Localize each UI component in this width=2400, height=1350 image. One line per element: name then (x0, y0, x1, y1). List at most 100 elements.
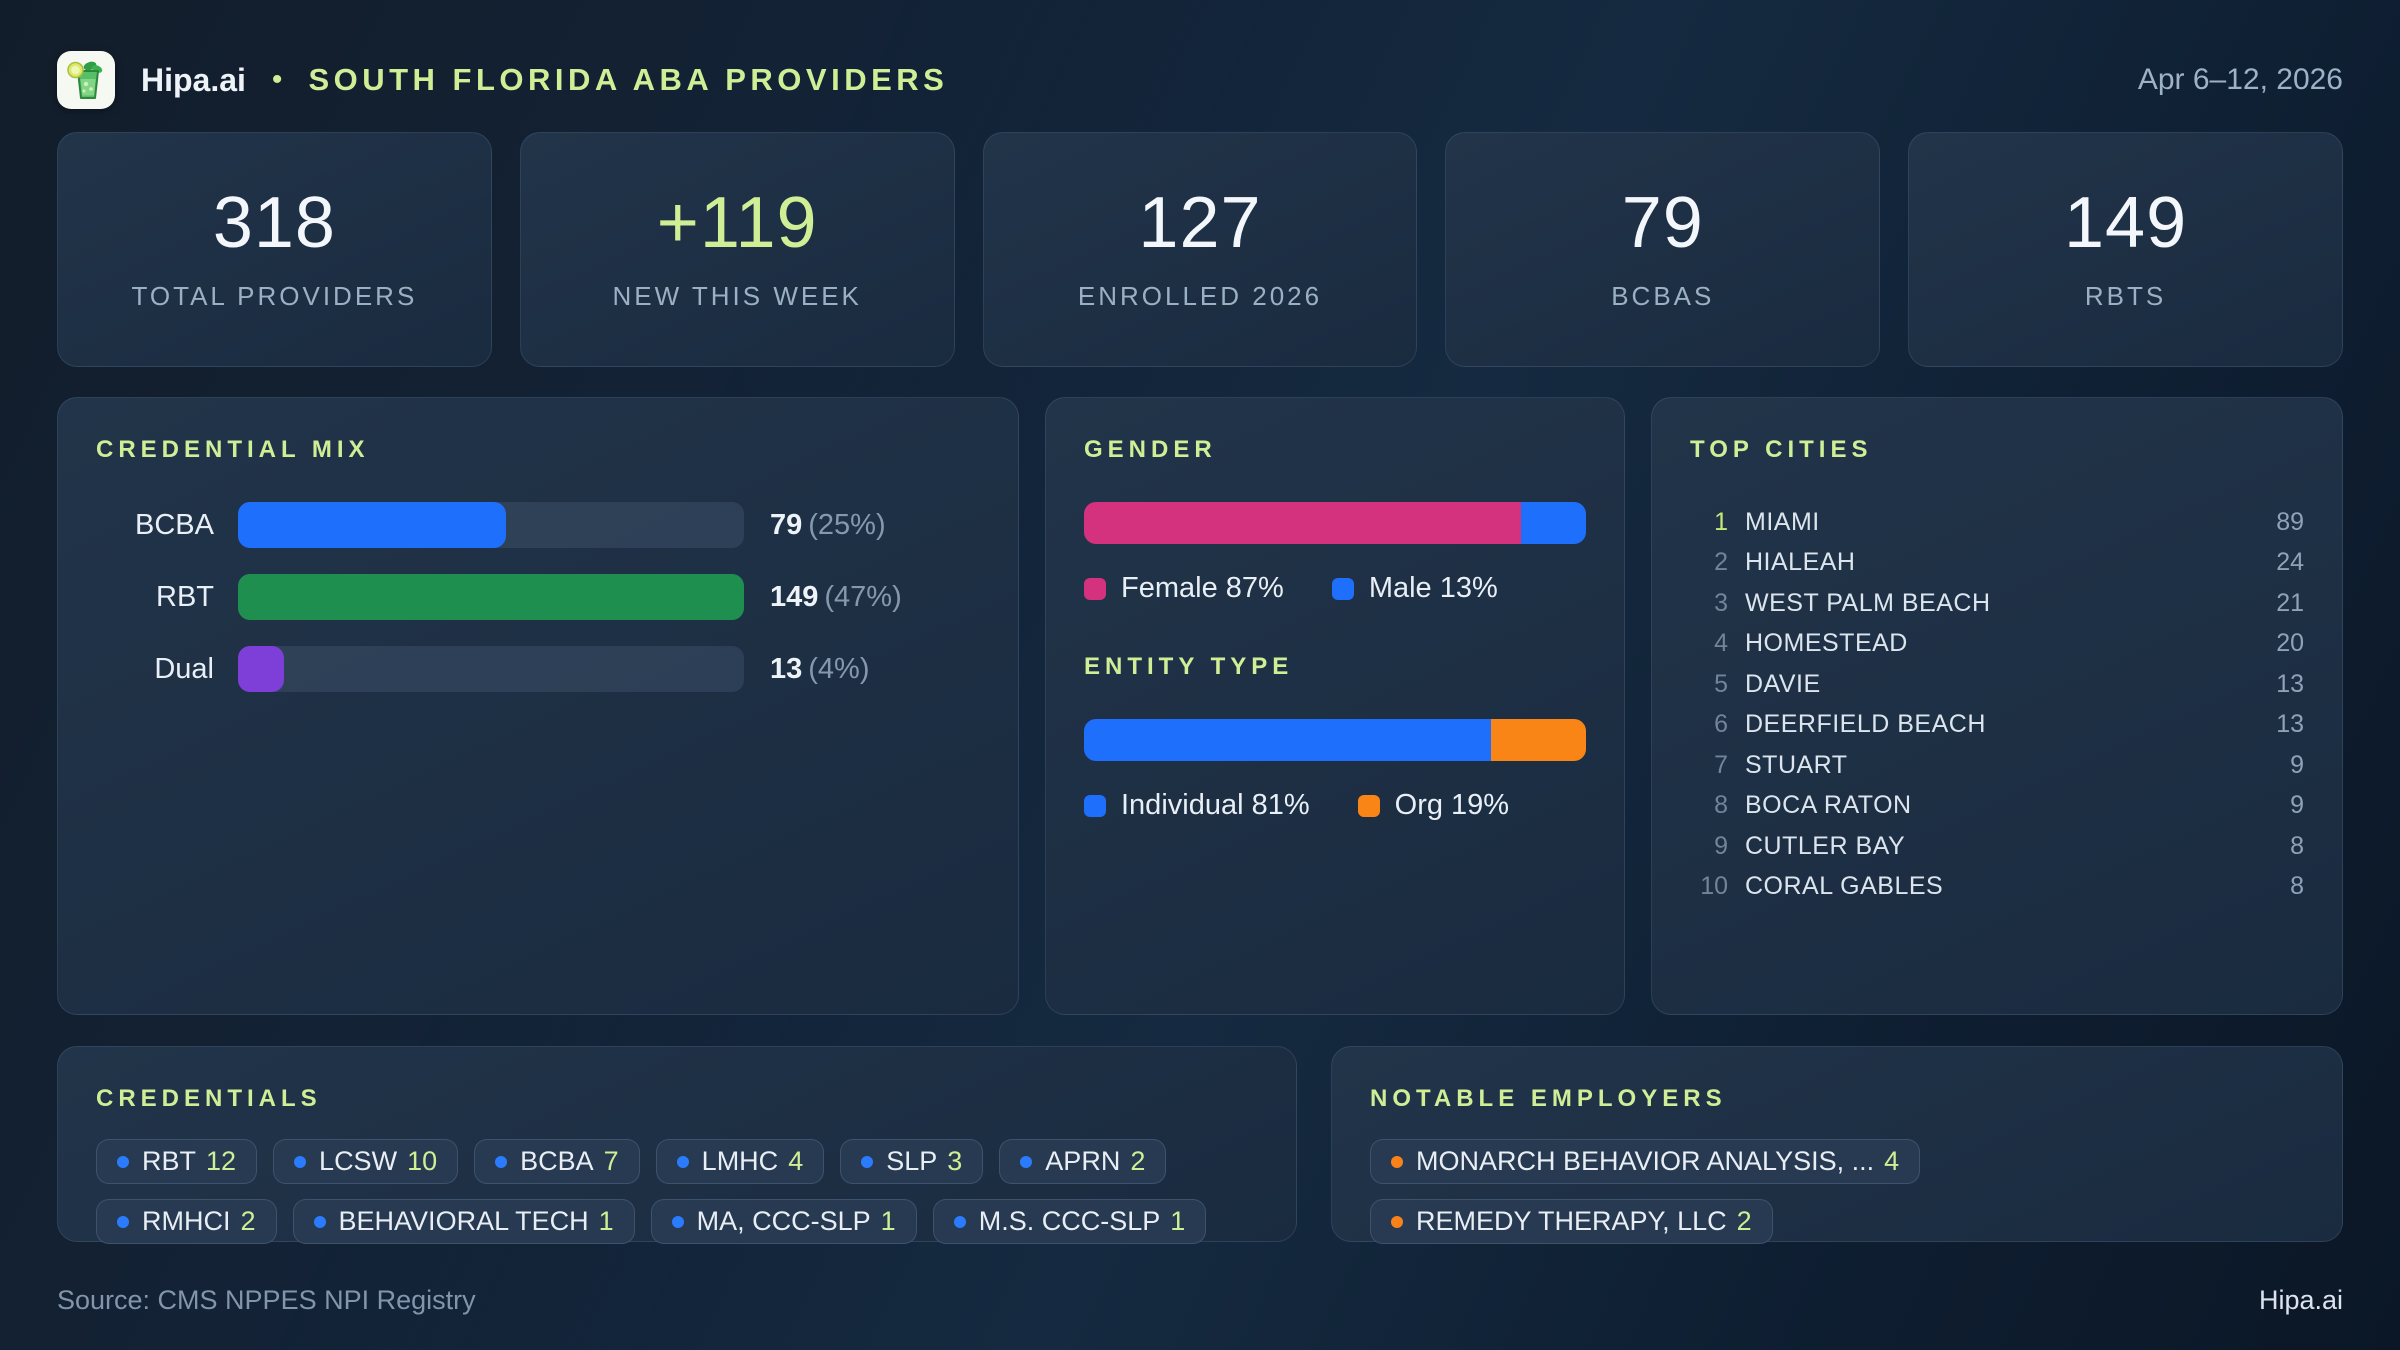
city-name: WEST PALM BEACH (1745, 588, 1991, 617)
entity-type-legend: Individual 81% Org 19% (1084, 789, 1586, 822)
credential-chip: BEHAVIORAL TECH 1 (292, 1199, 635, 1244)
city-row: 4 HOMESTEAD 20 (1690, 624, 2304, 665)
credential-mix-card: CREDENTIAL MIX BCBA 79 (25%) RBT (57, 397, 1019, 1015)
chip-dot-icon (953, 1215, 966, 1228)
legend-swatch (1357, 794, 1380, 817)
kpi-row: 318 TOTAL PROVIDERS +119 NEW THIS WEEK 1… (57, 132, 2343, 367)
credentials-title: CREDENTIALS (96, 1085, 322, 1112)
chip-dot-icon (676, 1155, 689, 1168)
top-cities-card: TOP CITIES 1 MIAMI 89 2 HIALEAH 24 (1651, 397, 2343, 1015)
chip-dot-icon (294, 1155, 307, 1168)
city-rank: 4 (1714, 629, 1728, 658)
city-name: HOMESTEAD (1745, 629, 1908, 658)
kpi-value: +119 (656, 183, 818, 263)
chip-count: 10 (407, 1146, 438, 1176)
bar-count: 149 (770, 580, 819, 613)
city-count: 9 (2290, 750, 2304, 779)
chip-label: BEHAVIORAL TECH (338, 1206, 589, 1236)
chip-label: REMEDY THERAPY, LLC (1416, 1206, 1727, 1236)
city-row: 6 DEERFIELD BEACH 13 (1690, 705, 2304, 746)
chip-dot-icon (861, 1155, 874, 1168)
bar-label: RBT (156, 580, 214, 613)
city-name: MIAMI (1745, 507, 1820, 536)
header: Hipa.ai • SOUTH FLORIDA ABA PROVIDERS Ap… (57, 40, 2343, 120)
city-row: 10 CORAL GABLES 8 (1690, 867, 2304, 908)
bar-count: 79 (770, 508, 803, 541)
chip-label: BCBA (520, 1146, 594, 1176)
legend-item: Female 87% (1084, 572, 1284, 605)
bar-label: BCBA (135, 508, 214, 541)
bar-fill (238, 574, 744, 620)
brand: Hipa.ai • SOUTH FLORIDA ABA PROVIDERS (57, 51, 948, 109)
kpi-value: 318 (212, 183, 336, 263)
credential-chip: MA, CCC-SLP 1 (650, 1199, 917, 1244)
kpi-value: 149 (2064, 183, 2188, 263)
city-name: CUTLER BAY (1745, 831, 1906, 860)
bar-segment (1084, 719, 1491, 761)
city-name: HIALEAH (1745, 548, 1856, 577)
city-count: 8 (2290, 831, 2304, 860)
notable-employers-title: NOTABLE EMPLOYERS (1370, 1085, 1727, 1112)
kpi-card: +119 NEW THIS WEEK (519, 132, 955, 367)
top-cities-title: TOP CITIES (1690, 436, 1873, 463)
city-name: DEERFIELD BEACH (1745, 710, 1986, 739)
legend-swatch (1084, 794, 1106, 817)
city-count: 89 (2276, 507, 2304, 536)
credential-chip: RMHCI 2 (96, 1199, 277, 1244)
chip-label: RBT (142, 1146, 196, 1176)
city-rank: 5 (1714, 669, 1728, 698)
kpi-label: RBTS (2084, 281, 2167, 311)
city-rank: 7 (1714, 750, 1728, 779)
credential-chip: LCSW 10 (273, 1139, 459, 1184)
chip-dot-icon (671, 1215, 684, 1228)
gender-legend: Female 87% Male 13% (1084, 572, 1586, 605)
footer-brand: Hipa.ai (2258, 1285, 2343, 1315)
legend-label: Individual 81% (1121, 789, 1310, 821)
gender-bar (1084, 502, 1586, 544)
entity-type-bar (1084, 719, 1586, 761)
legend-item: Individual 81% (1084, 789, 1310, 822)
bar-track (238, 502, 744, 548)
footer: Source: CMS NPPES NPI Registry Hipa.ai (57, 1285, 2343, 1350)
chip-label: M.S. CCC-SLP (978, 1206, 1161, 1236)
bar-percent: (47%) (824, 580, 902, 613)
bar-count: 13 (770, 652, 803, 685)
city-name: DAVIE (1745, 669, 1821, 698)
bar-label: Dual (154, 652, 214, 685)
mojito-icon (67, 61, 103, 99)
kpi-label: NEW THIS WEEK (612, 281, 862, 311)
city-name: STUART (1745, 750, 1848, 779)
app-logo (57, 51, 115, 109)
bar-track (238, 646, 744, 692)
chip-count: 1 (1170, 1206, 1186, 1236)
city-row: 5 DAVIE 13 (1690, 664, 2304, 705)
chip-count: 7 (603, 1146, 619, 1176)
kpi-label: BCBAS (1611, 281, 1715, 311)
credential-bar-row: RBT 149 (47%) (96, 574, 980, 620)
legend-item: Male 13% (1331, 572, 1498, 605)
gender-title: GENDER (1084, 436, 1217, 463)
credential-mix-chart: BCBA 79 (25%) RBT 149 (47%) (96, 502, 980, 692)
city-rank: 9 (1714, 831, 1728, 860)
city-row: 1 MIAMI 89 (1690, 502, 2304, 543)
chip-count: 4 (788, 1146, 804, 1176)
city-row: 9 CUTLER BAY 8 (1690, 826, 2304, 867)
chip-label: APRN (1045, 1146, 1121, 1176)
top-cities-list: 1 MIAMI 89 2 HIALEAH 24 3 WEST PALM BEAC… (1690, 502, 2304, 907)
employer-chip: MONARCH BEHAVIOR ANALYSIS, ... 4 (1370, 1139, 1921, 1184)
credential-chip: SLP 3 (840, 1139, 984, 1184)
chip-count: 12 (206, 1146, 237, 1176)
city-count: 21 (2276, 588, 2304, 617)
chip-label: LMHC (701, 1146, 779, 1176)
credentials-chip-list: RBT 12 LCSW 10 BCBA 7 (96, 1139, 1258, 1244)
employers-chip-list: MONARCH BEHAVIOR ANALYSIS, ... 4 REMEDY … (1370, 1139, 2304, 1244)
credential-chip: LMHC 4 (655, 1139, 825, 1184)
demographics-card: GENDER Female 87% Male (1045, 397, 1625, 1015)
credential-chip: BCBA 7 (474, 1139, 640, 1184)
city-count: 24 (2276, 548, 2304, 577)
bar-value: 149 (47%) (770, 581, 902, 614)
credentials-card: CREDENTIALS RBT 12 LCSW 10 (57, 1046, 1297, 1244)
city-rank: 6 (1714, 710, 1728, 739)
chip-dot-icon (495, 1155, 508, 1168)
